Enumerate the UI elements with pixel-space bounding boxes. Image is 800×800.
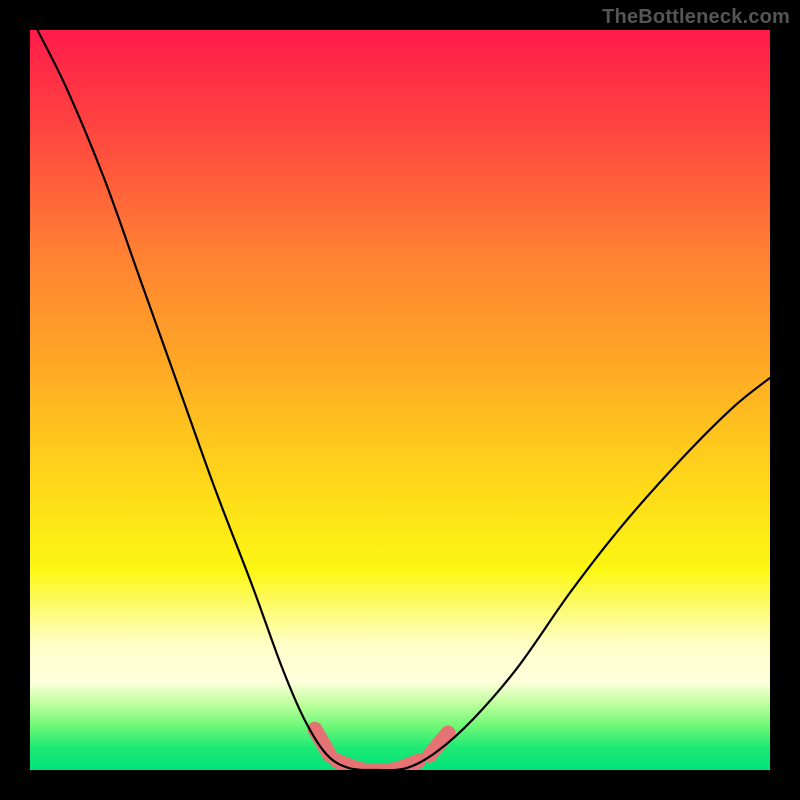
- valley-marker: [315, 729, 448, 770]
- plot-area: [30, 30, 770, 770]
- bottleneck-curve: [37, 30, 770, 770]
- chart-frame: TheBottleneck.com: [0, 0, 800, 800]
- watermark-text: TheBottleneck.com: [602, 6, 790, 29]
- curve-layer: [30, 30, 770, 770]
